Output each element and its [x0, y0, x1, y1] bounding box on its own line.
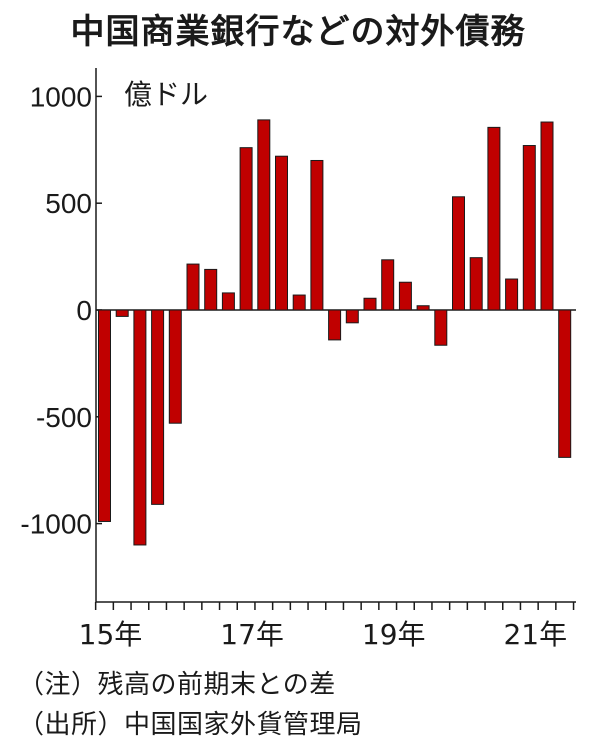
bar: [452, 196, 465, 311]
y-tick-label: 0: [76, 295, 92, 326]
bar: [310, 159, 324, 311]
bar: [398, 281, 412, 311]
bar: [275, 155, 288, 311]
x-tick-label: 19年: [362, 618, 426, 651]
bar: [434, 309, 448, 346]
bar: [98, 309, 111, 522]
bar: [558, 309, 572, 458]
footnote: （注）残高の前期末との差: [18, 670, 336, 700]
bar: [151, 309, 165, 505]
bar: [115, 309, 129, 317]
bar: [186, 263, 200, 311]
y-tick-label: -500: [36, 402, 92, 433]
chart-labels: 1000 500 0 -500 -1000 億ドル 15年 17年 19年 21年: [20, 78, 567, 651]
bar: [257, 119, 271, 311]
bar: [363, 297, 377, 311]
bar: [469, 257, 483, 311]
y-tick-label: 1000: [30, 81, 92, 112]
chart-bars: [98, 119, 572, 546]
bar: [168, 309, 182, 424]
y-axis-label: 億ドル: [124, 78, 208, 111]
x-tick-label: 21年: [503, 618, 567, 651]
bar: [239, 147, 253, 311]
bar: [416, 305, 430, 311]
x-tick-label: 15年: [79, 618, 143, 651]
x-tick-label: 17年: [220, 618, 284, 651]
bar: [133, 309, 147, 546]
y-tick-label: -1000: [20, 509, 92, 540]
bar: [505, 278, 519, 311]
y-tick-label: 500: [45, 188, 92, 219]
bar: [204, 268, 218, 311]
bar: [540, 121, 554, 311]
bar: [345, 309, 359, 324]
bar: [487, 126, 501, 311]
source-note: （出所）中国国家外貨管理局: [18, 710, 363, 740]
bar: [221, 292, 235, 311]
bar-chart: 1000 500 0 -500 -1000 億ドル 15年 17年 19年 21年: [20, 68, 576, 651]
bar: [522, 145, 536, 311]
bar: [328, 309, 342, 341]
bar: [292, 294, 306, 311]
chart-title: 中国商業銀行などの対外債務: [70, 12, 526, 52]
bar: [381, 259, 395, 311]
